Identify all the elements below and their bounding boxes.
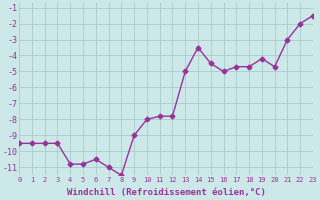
X-axis label: Windchill (Refroidissement éolien,°C): Windchill (Refroidissement éolien,°C): [67, 188, 266, 197]
